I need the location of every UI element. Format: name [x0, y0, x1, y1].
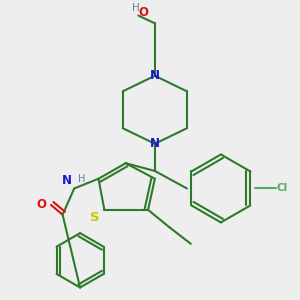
- Text: O: O: [36, 199, 46, 212]
- Text: O: O: [139, 6, 148, 19]
- Text: N: N: [150, 69, 160, 82]
- Text: H: H: [78, 174, 86, 184]
- Text: N: N: [61, 174, 71, 187]
- Text: N: N: [150, 137, 160, 150]
- Text: S: S: [90, 211, 100, 224]
- Text: Cl: Cl: [277, 183, 288, 194]
- Text: H: H: [132, 3, 139, 13]
